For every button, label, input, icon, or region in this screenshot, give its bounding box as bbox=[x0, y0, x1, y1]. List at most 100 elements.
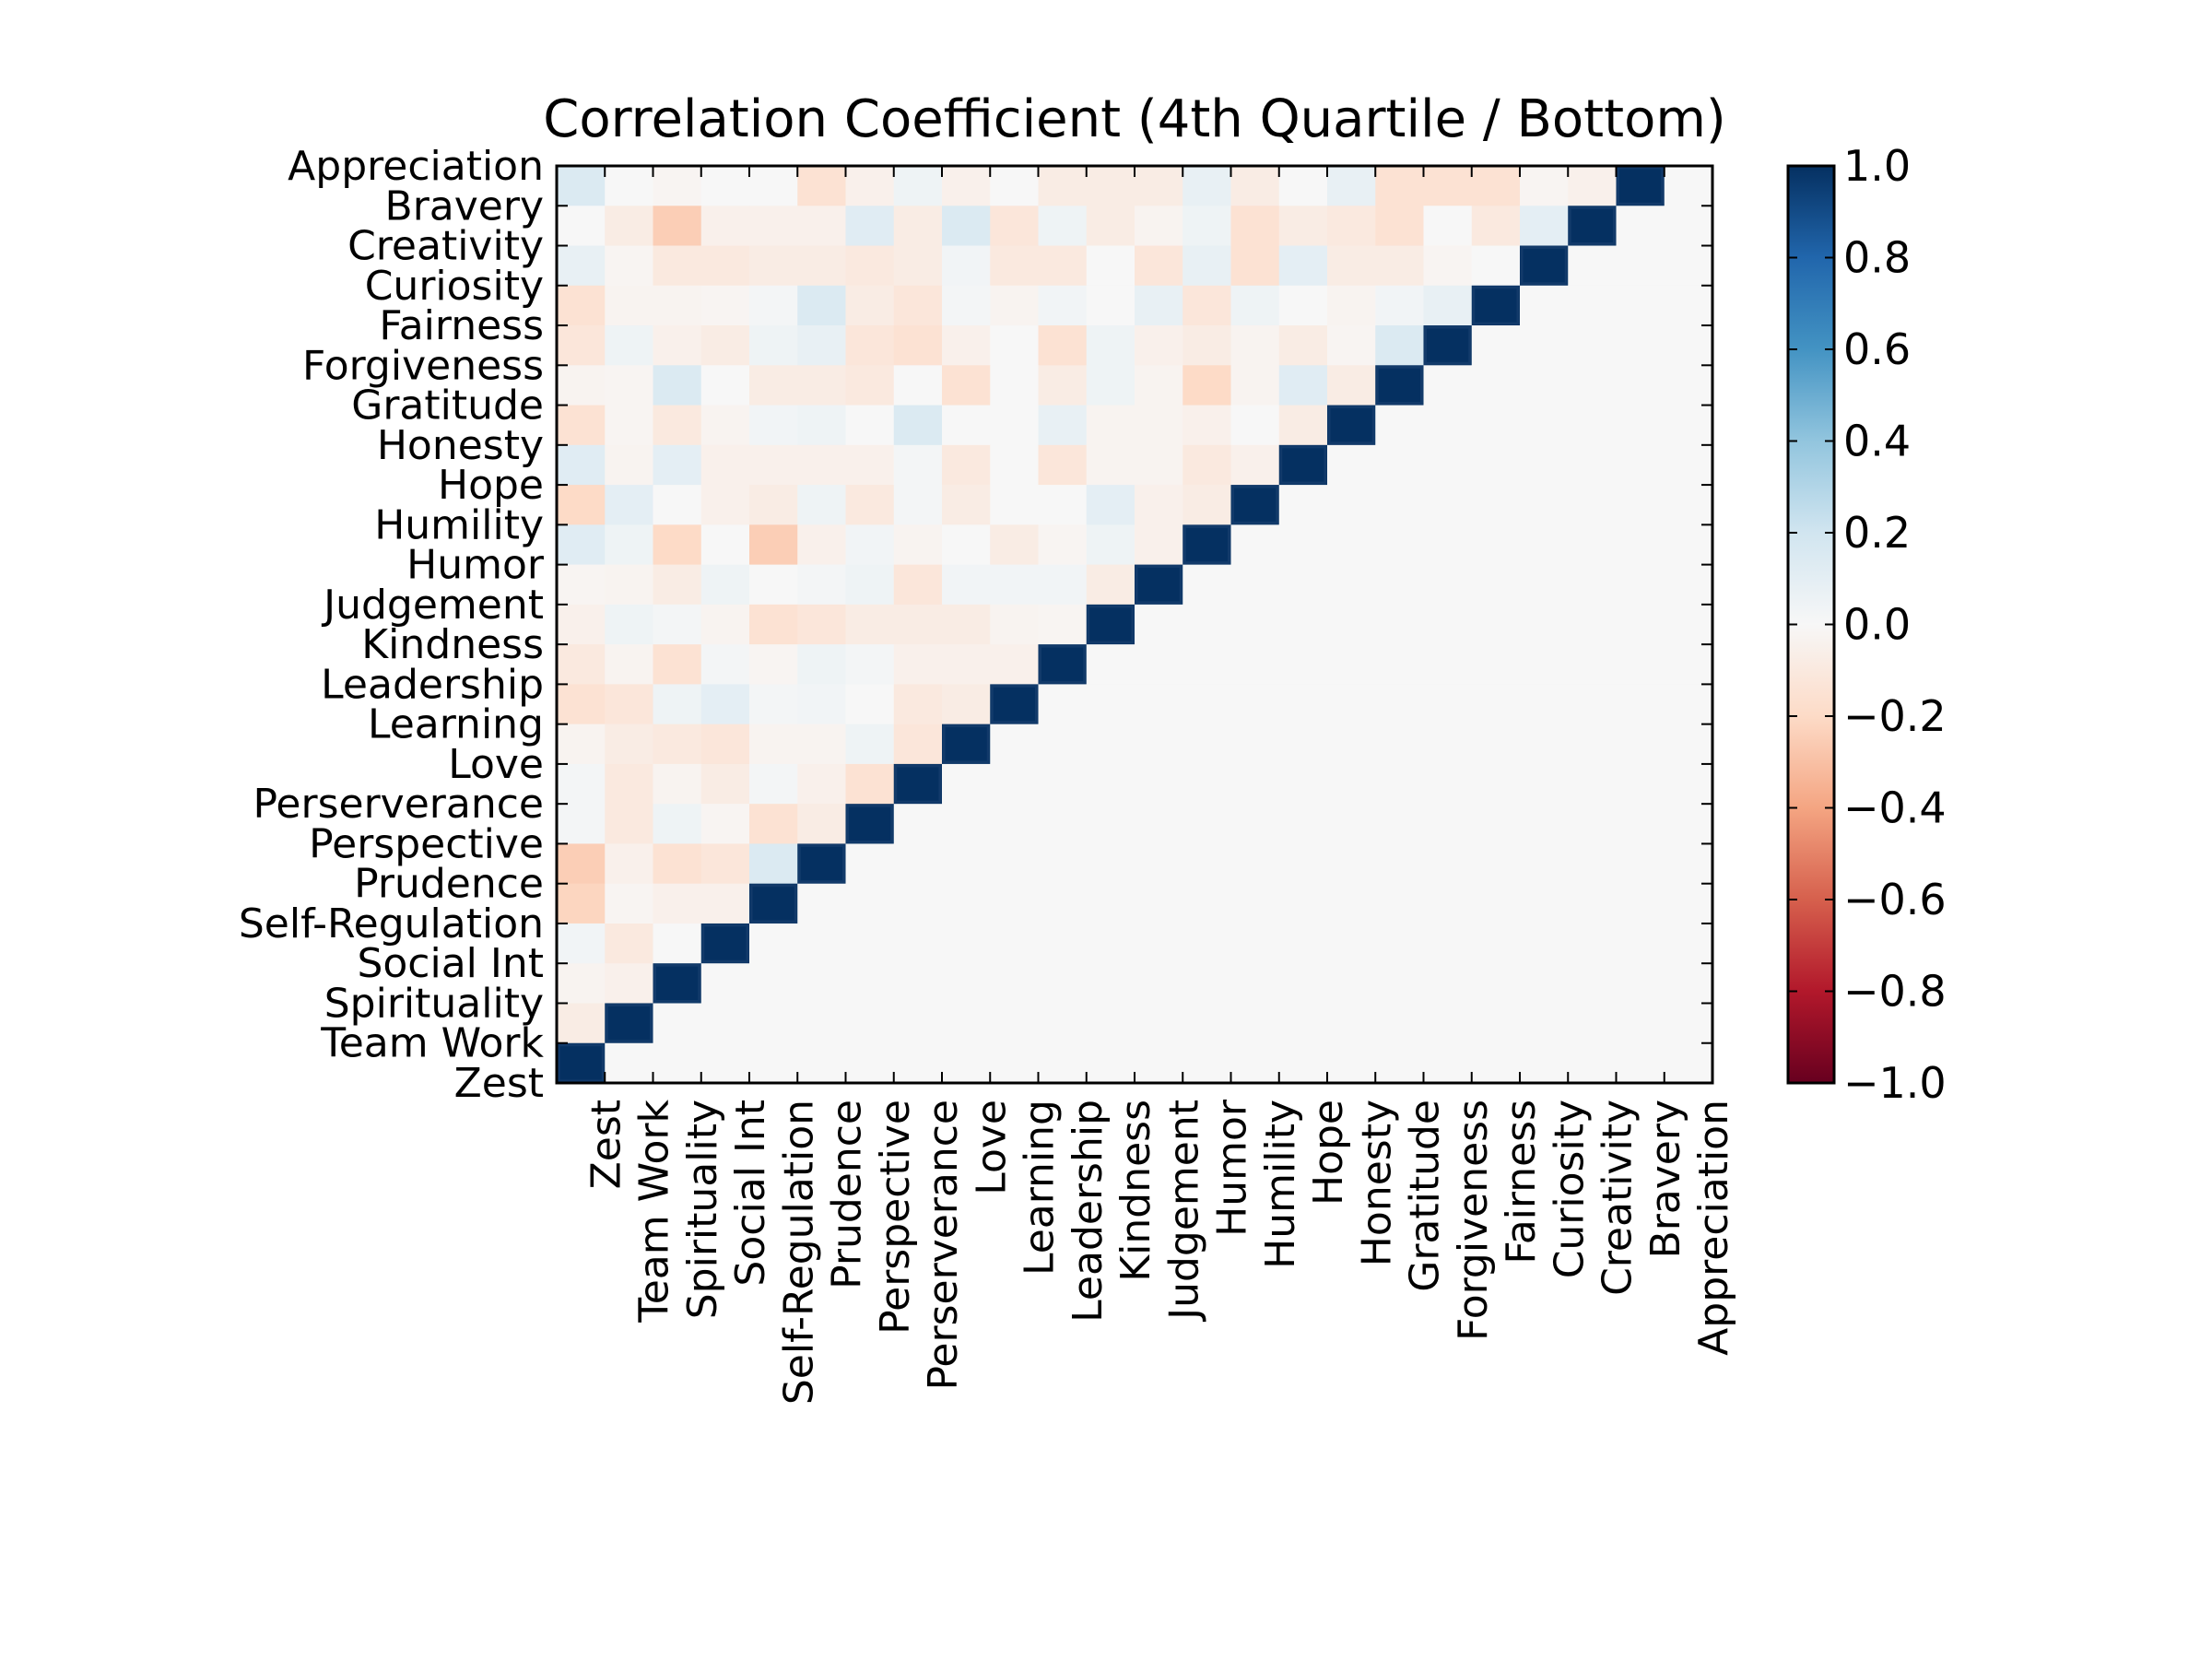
heatmap-cell bbox=[1471, 166, 1521, 206]
heatmap-cell bbox=[1664, 804, 1713, 845]
diagonal-cell-edge bbox=[797, 843, 845, 884]
heatmap-cell bbox=[1423, 963, 1473, 1005]
heatmap-cell bbox=[1278, 1042, 1328, 1084]
heatmap-cell bbox=[893, 963, 943, 1005]
y-tick-label: Kindness bbox=[361, 621, 544, 668]
diagonal-cell-edge bbox=[653, 963, 701, 1003]
heatmap-cell bbox=[1423, 1003, 1473, 1044]
heatmap-cell bbox=[893, 285, 943, 326]
heatmap-cell bbox=[1086, 1042, 1135, 1084]
heatmap-cell bbox=[1471, 485, 1521, 525]
heatmap-cell bbox=[1230, 166, 1280, 206]
x-tick-label: Perserverance bbox=[920, 1100, 967, 1391]
heatmap-cell bbox=[1375, 804, 1425, 845]
heatmap-cell bbox=[653, 485, 702, 525]
heatmap-cell bbox=[893, 923, 943, 964]
heatmap-cell bbox=[1568, 166, 1618, 206]
heatmap-cell bbox=[1616, 444, 1665, 486]
heatmap-cell bbox=[942, 285, 991, 326]
diagonal-cell-edge bbox=[1182, 524, 1230, 565]
heatmap-cell bbox=[1278, 843, 1328, 885]
heatmap-cell bbox=[845, 923, 895, 964]
heatmap-cell bbox=[557, 444, 606, 486]
heatmap-cell bbox=[1423, 684, 1473, 725]
heatmap-cell bbox=[1182, 365, 1232, 406]
heatmap-cell bbox=[1568, 325, 1618, 366]
heatmap-cell bbox=[797, 724, 847, 765]
heatmap-cell bbox=[1568, 883, 1618, 924]
heatmap-cell bbox=[1182, 564, 1232, 606]
heatmap-cell bbox=[1086, 804, 1135, 845]
heatmap-cell bbox=[700, 684, 750, 725]
heatmap-cell bbox=[845, 485, 895, 525]
heatmap-cell bbox=[797, 604, 847, 645]
heatmap-cell bbox=[1664, 963, 1713, 1005]
x-tick-label: Honesty bbox=[1353, 1100, 1400, 1266]
heatmap-cell bbox=[1520, 405, 1569, 446]
heatmap-cell bbox=[1327, 444, 1376, 486]
heatmap-cell bbox=[1471, 285, 1521, 326]
heatmap-cell bbox=[1278, 485, 1328, 525]
heatmap-cell bbox=[1230, 804, 1280, 845]
heatmap-cell bbox=[653, 365, 702, 406]
heatmap-cell bbox=[990, 405, 1040, 446]
heatmap-cell bbox=[893, 206, 943, 247]
heatmap-cell bbox=[1568, 206, 1618, 247]
heatmap-cell bbox=[653, 604, 702, 645]
y-tick-label: Appreciation bbox=[288, 143, 544, 190]
colorbar: 1.0 0.8 0.6 0.4 0.2 0.0 −0.2 −0.4 −0.6 −0.8 −1.0 bbox=[1786, 141, 1947, 1108]
heatmap-cell bbox=[653, 325, 702, 366]
heatmap-cell bbox=[1375, 206, 1425, 247]
heatmap-cell bbox=[797, 485, 847, 525]
y-tick-label: Prudence bbox=[354, 861, 544, 908]
heatmap-cell bbox=[1230, 444, 1280, 486]
y-tick-label: Humility bbox=[374, 501, 544, 548]
heatmap-cell bbox=[942, 405, 991, 446]
heatmap-cell bbox=[700, 365, 750, 406]
x-tick-label: Humility bbox=[1257, 1100, 1304, 1269]
heatmap-cell bbox=[1230, 644, 1280, 685]
heatmap-cell bbox=[1278, 365, 1328, 406]
heatmap-cell bbox=[1568, 724, 1618, 765]
heatmap-cell bbox=[1135, 285, 1183, 326]
heatmap-cell bbox=[700, 724, 750, 765]
heatmap-cell bbox=[1038, 405, 1088, 446]
heatmap-cell bbox=[1664, 405, 1713, 446]
heatmap-cell bbox=[1327, 923, 1376, 964]
heatmap-cell bbox=[749, 365, 798, 406]
colorbar-tick-label: −0.4 bbox=[1843, 783, 1947, 833]
heatmap-cell bbox=[1664, 763, 1713, 805]
heatmap-cell bbox=[1568, 245, 1618, 287]
heatmap-cell bbox=[893, 444, 943, 486]
y-tick-label: Judgement bbox=[321, 582, 544, 629]
heatmap-cell bbox=[1423, 444, 1473, 486]
heatmap-cell bbox=[1086, 444, 1135, 486]
heatmap-cell bbox=[1664, 325, 1713, 366]
heatmap-cell bbox=[1182, 883, 1232, 924]
heatmap-cell bbox=[605, 724, 654, 765]
heatmap-cell bbox=[1086, 285, 1135, 326]
heatmap-cell bbox=[893, 524, 943, 566]
colorbar-tick-label: −1.0 bbox=[1843, 1058, 1947, 1108]
heatmap-cell bbox=[700, 444, 750, 486]
heatmap-cell bbox=[1278, 325, 1328, 366]
heatmap-cell bbox=[797, 524, 847, 566]
heatmap-cell bbox=[1278, 405, 1328, 446]
heatmap-cell bbox=[700, 206, 750, 247]
heatmap-cell bbox=[845, 206, 895, 247]
heatmap-cell bbox=[749, 724, 798, 765]
y-tick-label: Humor bbox=[406, 542, 545, 589]
heatmap-cell bbox=[1327, 206, 1376, 247]
heatmap-cell bbox=[605, 1003, 654, 1044]
heatmap-cell bbox=[942, 963, 991, 1005]
heatmap-cell bbox=[845, 724, 895, 765]
heatmap-cell bbox=[1520, 843, 1569, 885]
heatmap-cell bbox=[700, 804, 750, 845]
heatmap-cell bbox=[1135, 684, 1183, 725]
heatmap-cell bbox=[749, 245, 798, 287]
heatmap-cell bbox=[1327, 724, 1376, 765]
colorbar-tick-label: −0.2 bbox=[1843, 691, 1947, 741]
y-tick-label: Fairness bbox=[379, 302, 544, 349]
heatmap-cell bbox=[1038, 804, 1088, 845]
diagonal-cell-edge bbox=[894, 764, 942, 804]
